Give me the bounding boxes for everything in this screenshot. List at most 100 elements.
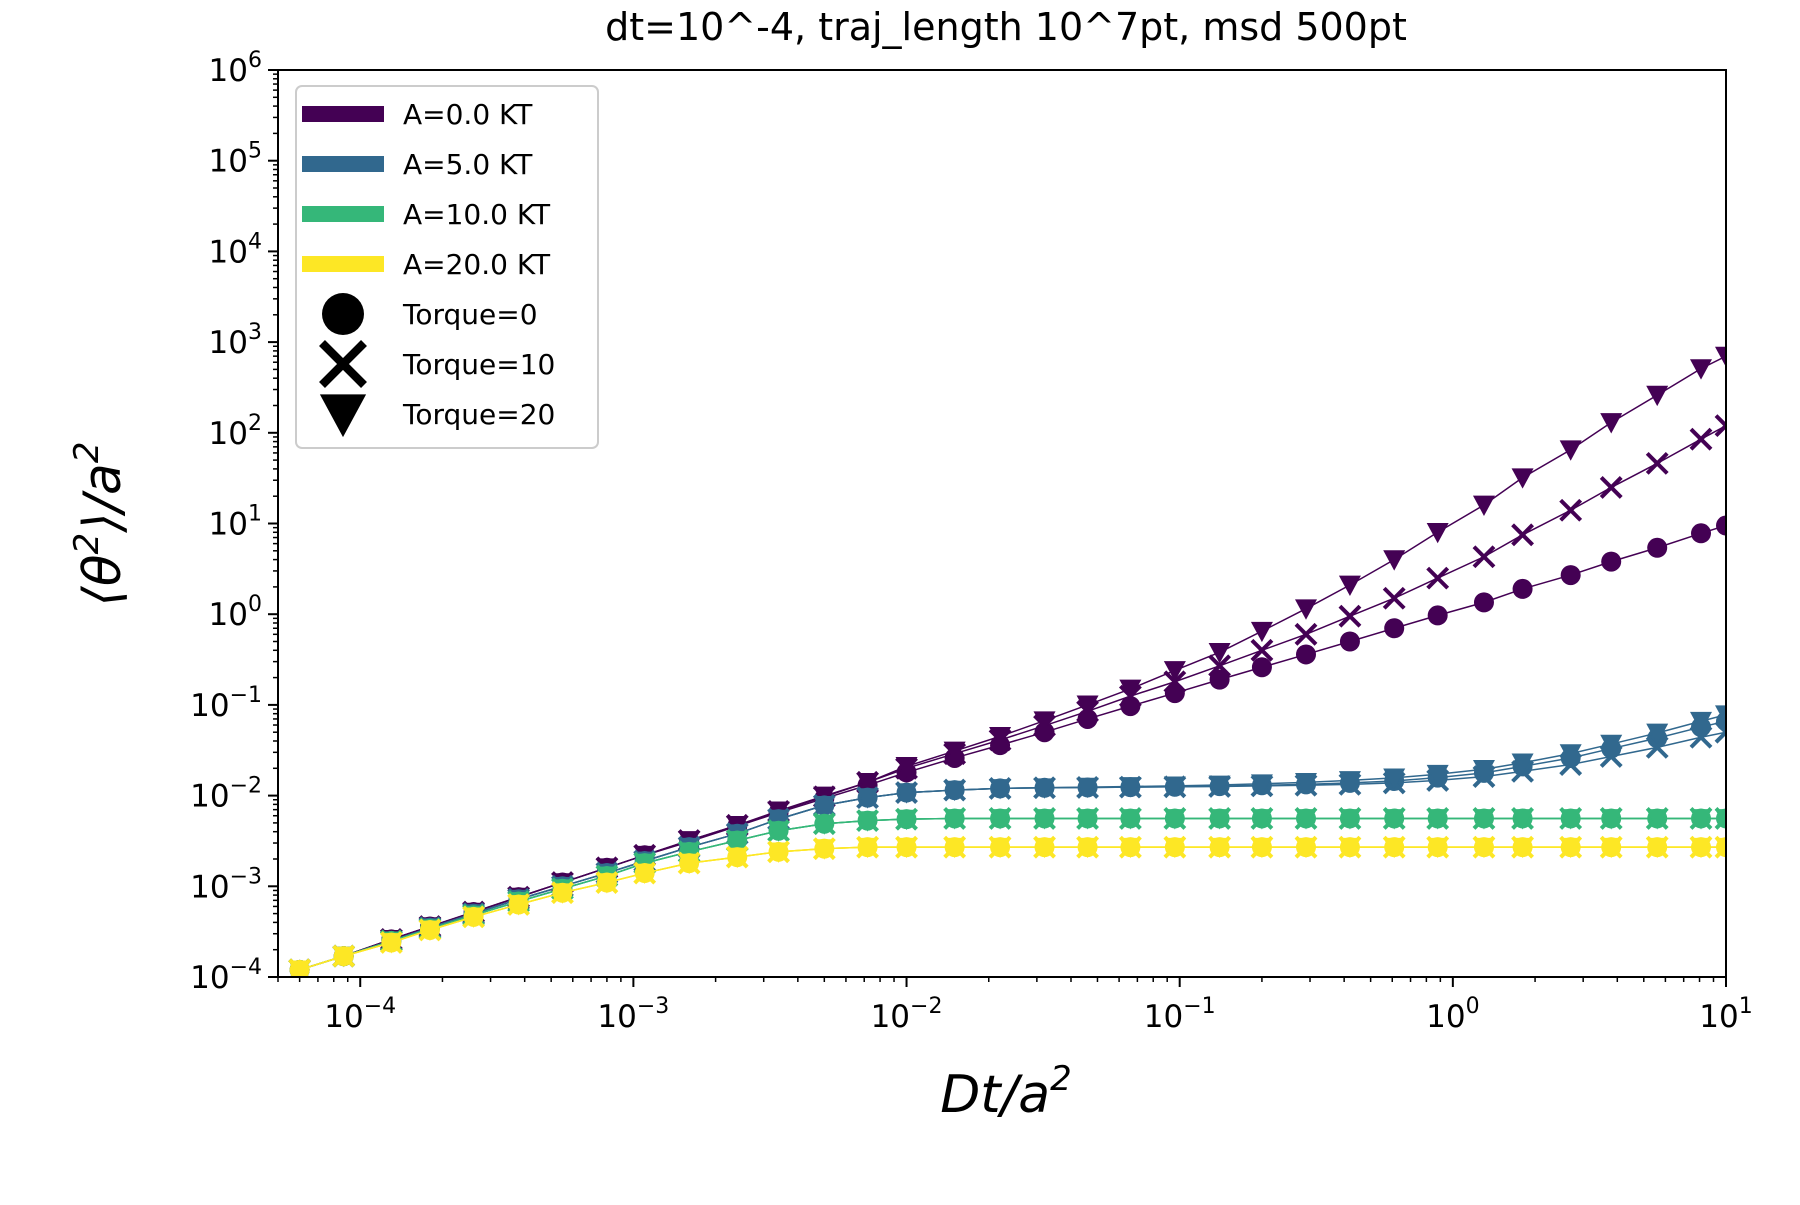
data-point xyxy=(726,847,749,869)
data-point xyxy=(1294,837,1317,859)
series-line xyxy=(299,817,1726,971)
data-point xyxy=(418,920,441,941)
data-point xyxy=(1559,498,1583,522)
data-point xyxy=(943,837,966,859)
data-point xyxy=(633,863,656,885)
data-point xyxy=(1511,753,1534,774)
series-line xyxy=(299,846,1726,971)
data-point xyxy=(1426,809,1449,830)
data-point xyxy=(1646,837,1669,859)
data-point xyxy=(767,842,790,863)
data-point xyxy=(726,831,749,852)
data-point xyxy=(1208,809,1231,830)
legend-label: Torque=0 xyxy=(402,298,538,331)
data-point xyxy=(595,873,618,894)
series-line xyxy=(299,355,1726,971)
y-tick-label: 101 xyxy=(209,502,262,543)
data-point xyxy=(1250,621,1273,643)
data-point xyxy=(1384,618,1405,639)
data-point xyxy=(1294,599,1317,620)
legend-swatch xyxy=(302,156,384,172)
data-point xyxy=(1033,711,1056,732)
data-point xyxy=(1646,385,1669,407)
data-point xyxy=(813,796,836,817)
data-point xyxy=(1338,771,1361,792)
data-point xyxy=(1383,768,1406,789)
data-point xyxy=(288,960,311,977)
legend-marker xyxy=(319,340,367,388)
data-point xyxy=(1250,774,1273,795)
legend-label: A=0.0 KT xyxy=(403,98,533,131)
data-point xyxy=(1559,837,1582,859)
data-point xyxy=(1472,809,1495,830)
data-point xyxy=(1033,837,1056,859)
data-point xyxy=(1338,575,1361,596)
data-point xyxy=(1119,777,1142,798)
data-point xyxy=(856,837,879,859)
legend-swatch xyxy=(302,106,384,122)
x-axis-label: Dt/a2 xyxy=(940,1059,1071,1125)
data-point xyxy=(1294,622,1318,646)
data-point xyxy=(1295,644,1316,665)
data-point xyxy=(813,814,836,835)
data-point xyxy=(1251,657,1272,678)
y-tick-label: 10−4 xyxy=(190,955,262,996)
data-point xyxy=(943,741,966,763)
data-point xyxy=(989,837,1012,859)
data-point xyxy=(856,772,879,794)
legend: A=0.0 KT A=5.0 KT A=10.0 KT A=20.0 KT Torque… xyxy=(295,85,599,449)
data-point xyxy=(462,907,485,928)
data-point xyxy=(1689,725,1713,749)
data-point xyxy=(943,780,966,802)
series-11 xyxy=(288,837,1726,977)
data-point xyxy=(507,895,530,916)
data-point xyxy=(813,839,836,860)
legend-swatch xyxy=(302,256,384,272)
data-point xyxy=(1033,778,1056,799)
y-tick-label: 102 xyxy=(209,411,262,452)
data-point xyxy=(1715,346,1726,368)
data-point xyxy=(1716,515,1726,536)
data-point xyxy=(1715,705,1726,726)
data-point xyxy=(1119,809,1142,830)
data-point xyxy=(678,853,701,875)
x-tick-label: 101 xyxy=(1699,994,1752,1035)
data-point xyxy=(551,883,574,904)
data-point xyxy=(1208,775,1231,796)
data-point xyxy=(1426,566,1450,590)
data-point xyxy=(1511,468,1534,489)
data-point xyxy=(1338,604,1362,628)
axis-ticks: 10−4 10−3 10−2 10−1 100 101 10−4 10−3 10−2 10−1 10… xyxy=(190,48,1753,1035)
data-point xyxy=(856,811,879,832)
data-point xyxy=(1559,744,1582,765)
y-axis-label: ⟨θ2⟩/a2 xyxy=(67,441,133,606)
legend-marker xyxy=(319,394,367,438)
data-point xyxy=(1511,837,1534,859)
data-point xyxy=(895,783,918,804)
data-point xyxy=(1033,809,1056,830)
plot-area xyxy=(288,346,1726,977)
data-point xyxy=(989,809,1012,830)
data-point xyxy=(1163,809,1186,830)
data-point xyxy=(1600,809,1623,830)
y-tick-label: 10−3 xyxy=(190,864,262,905)
data-point xyxy=(1690,359,1713,380)
data-point xyxy=(1714,720,1726,744)
data-point xyxy=(1473,592,1494,613)
data-point xyxy=(767,809,790,831)
data-point xyxy=(1163,837,1186,859)
data-point xyxy=(1250,809,1273,830)
data-point xyxy=(1119,679,1142,700)
data-point xyxy=(1383,837,1406,859)
y-tick-label: 100 xyxy=(209,592,262,633)
legend-label: A=10.0 KT xyxy=(403,198,551,231)
data-point xyxy=(1472,495,1495,516)
data-point xyxy=(895,837,918,859)
data-point xyxy=(1472,759,1495,781)
y-tick-label: 104 xyxy=(209,229,262,270)
data-point xyxy=(895,757,918,778)
data-point xyxy=(1119,837,1142,859)
data-point xyxy=(1338,809,1361,830)
